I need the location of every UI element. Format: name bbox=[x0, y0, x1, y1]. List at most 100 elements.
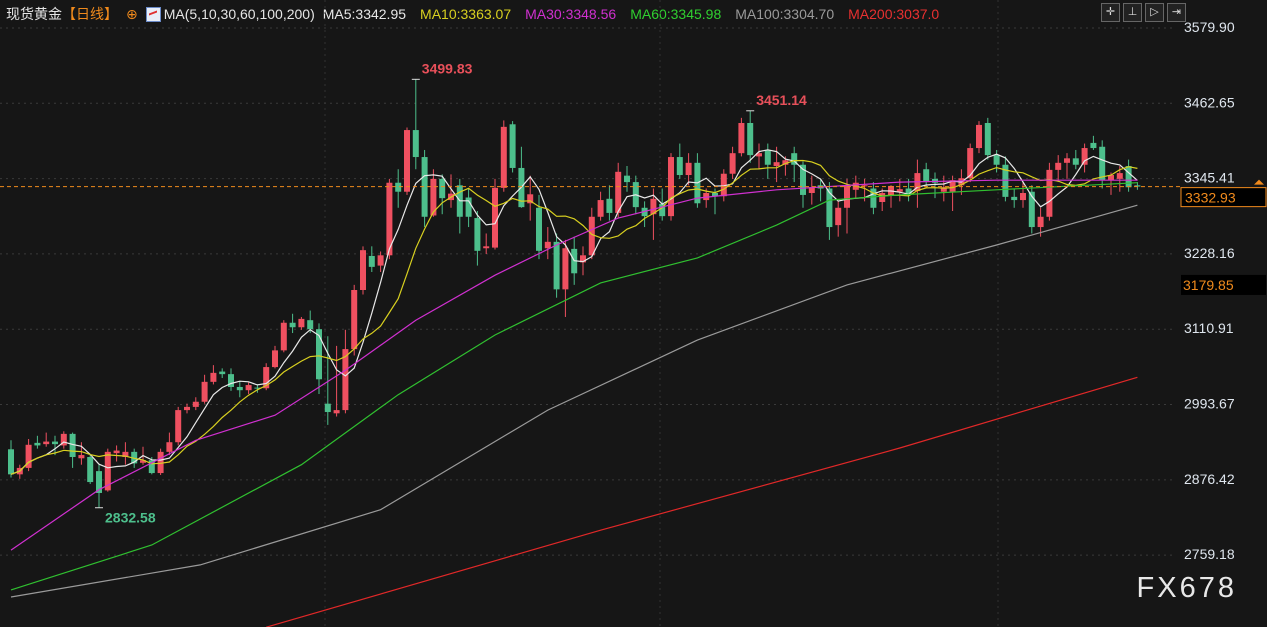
candle-body bbox=[192, 401, 199, 407]
candle-body bbox=[1081, 148, 1088, 165]
candle bbox=[553, 233, 560, 298]
crosshair-icon[interactable]: ✛ bbox=[1101, 3, 1120, 22]
candle-body bbox=[157, 451, 164, 474]
candle bbox=[509, 121, 516, 173]
candle-body bbox=[412, 130, 419, 158]
candle bbox=[104, 448, 111, 492]
candle-body bbox=[1072, 158, 1079, 165]
candle bbox=[395, 169, 402, 208]
candle bbox=[342, 329, 349, 414]
candle bbox=[870, 182, 877, 215]
period-selector[interactable]: 【日线】 bbox=[62, 6, 118, 22]
y-tick-label: 2759.18 bbox=[1184, 546, 1235, 562]
candle-body bbox=[615, 171, 622, 213]
candle-body bbox=[905, 188, 912, 195]
candle bbox=[597, 191, 604, 221]
candle bbox=[25, 439, 32, 472]
y-tick-label: 3345.41 bbox=[1184, 170, 1235, 186]
candle bbox=[518, 146, 525, 208]
candle bbox=[236, 381, 243, 398]
candle-body bbox=[404, 130, 410, 192]
crosshair-circle-icon[interactable]: ⊕ bbox=[126, 5, 138, 22]
candle bbox=[386, 178, 393, 260]
chart-header: 现货黄金 【日线】 ⊕ MA(5,10,30,60,100,200) MA5:3… bbox=[6, 4, 953, 24]
candle-body bbox=[1037, 216, 1044, 228]
candle bbox=[175, 406, 182, 446]
candle-body bbox=[624, 175, 630, 183]
candle-body bbox=[104, 451, 111, 491]
candle-body bbox=[465, 197, 472, 217]
candle-body bbox=[69, 433, 76, 457]
candle-body bbox=[492, 187, 498, 248]
candle bbox=[368, 246, 375, 273]
candle-body bbox=[676, 157, 683, 176]
candle-body bbox=[544, 241, 551, 249]
candle bbox=[412, 79, 419, 170]
candle-body bbox=[236, 386, 243, 391]
candle-body bbox=[113, 450, 120, 454]
zoom-range-icon[interactable]: ⊥ bbox=[1123, 3, 1142, 22]
ma-value-ma10: MA10:3363.07 bbox=[420, 6, 512, 22]
candle-body bbox=[967, 148, 974, 179]
candle bbox=[650, 188, 657, 240]
candle bbox=[492, 178, 498, 250]
candle-body bbox=[1011, 196, 1018, 201]
candle-body bbox=[52, 441, 58, 445]
candle bbox=[844, 178, 850, 234]
candle bbox=[474, 210, 481, 266]
ma5-line bbox=[10, 149, 1138, 475]
candle-body bbox=[808, 187, 815, 194]
ma60-line bbox=[10, 182, 1138, 591]
candle-body bbox=[254, 387, 261, 389]
current-price-box bbox=[1180, 187, 1267, 208]
candle bbox=[298, 316, 305, 330]
candle-body bbox=[597, 200, 604, 217]
candle-body bbox=[896, 189, 903, 192]
candle-body bbox=[386, 182, 393, 256]
candle bbox=[835, 201, 842, 237]
chart-toolbar: ✛ ⊥ ▷ ⇥ bbox=[1101, 3, 1186, 22]
candle bbox=[588, 207, 595, 260]
candle bbox=[676, 143, 683, 179]
candle bbox=[1046, 162, 1053, 221]
candle-body bbox=[844, 185, 850, 208]
candle-body bbox=[421, 157, 428, 217]
candle bbox=[1134, 182, 1141, 190]
candle-body bbox=[1020, 193, 1026, 201]
candle bbox=[826, 182, 833, 240]
candle bbox=[562, 239, 569, 317]
candle bbox=[8, 440, 14, 478]
candle-body bbox=[949, 180, 956, 192]
candle-body bbox=[509, 124, 516, 168]
candle bbox=[738, 117, 745, 157]
candle-body bbox=[685, 162, 692, 176]
play-icon[interactable]: ▷ bbox=[1145, 3, 1164, 22]
candle-body bbox=[474, 218, 481, 251]
candle-body bbox=[316, 329, 322, 380]
candle bbox=[685, 153, 692, 186]
candle-body bbox=[1064, 158, 1070, 163]
candle-body bbox=[360, 250, 366, 290]
ma-chart-icon[interactable] bbox=[145, 6, 161, 22]
fx678-watermark: FX678 bbox=[1136, 572, 1237, 604]
candle bbox=[773, 146, 780, 183]
move-right-icon[interactable]: ⇥ bbox=[1167, 3, 1186, 22]
candle bbox=[580, 246, 586, 276]
candle-body bbox=[280, 322, 287, 351]
candle bbox=[272, 345, 278, 369]
candle bbox=[1090, 135, 1097, 150]
y-tick-label: 2993.67 bbox=[1184, 396, 1235, 412]
candle-body bbox=[536, 207, 542, 251]
candle bbox=[703, 188, 710, 208]
candle-body bbox=[703, 193, 710, 201]
ma-params[interactable]: MA(5,10,30,60,100,200) bbox=[163, 6, 315, 22]
candle-body bbox=[78, 455, 85, 459]
candle bbox=[641, 201, 648, 228]
candle bbox=[914, 159, 921, 208]
candle-body bbox=[976, 124, 982, 149]
candle-body bbox=[747, 122, 754, 156]
candle bbox=[184, 403, 190, 414]
candle bbox=[280, 320, 287, 353]
candle bbox=[1055, 155, 1062, 183]
